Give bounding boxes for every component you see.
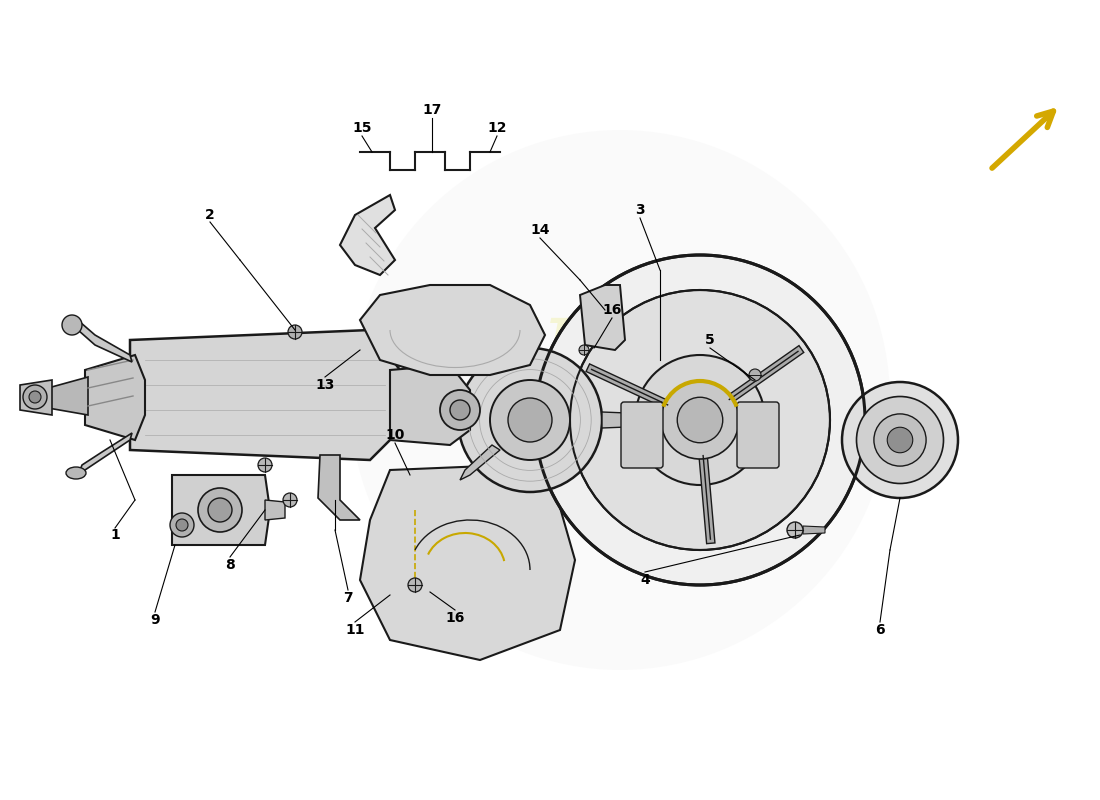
Text: 9: 9 — [151, 613, 160, 627]
Text: 12: 12 — [487, 121, 507, 135]
Text: europ: europ — [416, 295, 724, 385]
Polygon shape — [48, 377, 88, 415]
Circle shape — [570, 290, 830, 550]
Circle shape — [888, 427, 913, 453]
Circle shape — [288, 325, 302, 339]
Circle shape — [749, 369, 761, 381]
Circle shape — [842, 382, 958, 498]
Text: 14: 14 — [530, 223, 550, 237]
Text: 4: 4 — [640, 573, 650, 587]
Circle shape — [208, 498, 232, 522]
Text: 11: 11 — [345, 623, 365, 637]
Text: 15: 15 — [352, 121, 372, 135]
Circle shape — [62, 315, 82, 335]
Circle shape — [350, 130, 890, 670]
Text: since 1983: since 1983 — [534, 462, 747, 498]
Polygon shape — [172, 475, 270, 545]
Polygon shape — [85, 355, 145, 440]
Text: 10: 10 — [385, 428, 405, 442]
Polygon shape — [360, 465, 575, 660]
Circle shape — [490, 380, 570, 460]
Ellipse shape — [66, 467, 86, 479]
Circle shape — [29, 391, 41, 403]
Circle shape — [786, 522, 803, 538]
Polygon shape — [580, 285, 625, 350]
Polygon shape — [803, 526, 825, 534]
Text: 16: 16 — [446, 611, 464, 625]
Polygon shape — [75, 320, 132, 362]
Circle shape — [661, 381, 739, 459]
Circle shape — [408, 578, 422, 592]
Circle shape — [635, 355, 764, 485]
Polygon shape — [460, 445, 500, 480]
Circle shape — [198, 488, 242, 532]
FancyBboxPatch shape — [737, 402, 779, 468]
Circle shape — [440, 390, 480, 430]
Text: 6: 6 — [876, 623, 884, 637]
FancyBboxPatch shape — [621, 402, 663, 468]
Text: 13: 13 — [316, 378, 334, 392]
Text: a passion: a passion — [472, 395, 708, 445]
Circle shape — [535, 255, 865, 585]
Circle shape — [458, 348, 602, 492]
Circle shape — [508, 398, 552, 442]
Text: 1: 1 — [110, 528, 120, 542]
Polygon shape — [318, 455, 360, 520]
Polygon shape — [265, 500, 285, 520]
Text: 7: 7 — [343, 591, 353, 605]
Text: 3: 3 — [635, 203, 645, 217]
Text: 16: 16 — [603, 303, 622, 317]
Circle shape — [579, 345, 588, 355]
Text: 8: 8 — [226, 558, 235, 572]
Circle shape — [258, 458, 272, 472]
Circle shape — [450, 400, 470, 420]
Circle shape — [23, 385, 47, 409]
Polygon shape — [340, 195, 395, 275]
Text: 5: 5 — [705, 333, 715, 347]
Polygon shape — [602, 412, 652, 428]
Circle shape — [678, 398, 723, 442]
Circle shape — [283, 493, 297, 507]
Polygon shape — [360, 285, 544, 375]
Polygon shape — [78, 433, 132, 475]
Circle shape — [857, 397, 944, 483]
Polygon shape — [390, 365, 470, 445]
Circle shape — [176, 519, 188, 531]
Polygon shape — [130, 330, 400, 460]
Polygon shape — [20, 380, 52, 415]
Circle shape — [873, 414, 926, 466]
Text: 17: 17 — [422, 103, 442, 117]
Circle shape — [170, 513, 194, 537]
Text: 2: 2 — [205, 208, 214, 222]
